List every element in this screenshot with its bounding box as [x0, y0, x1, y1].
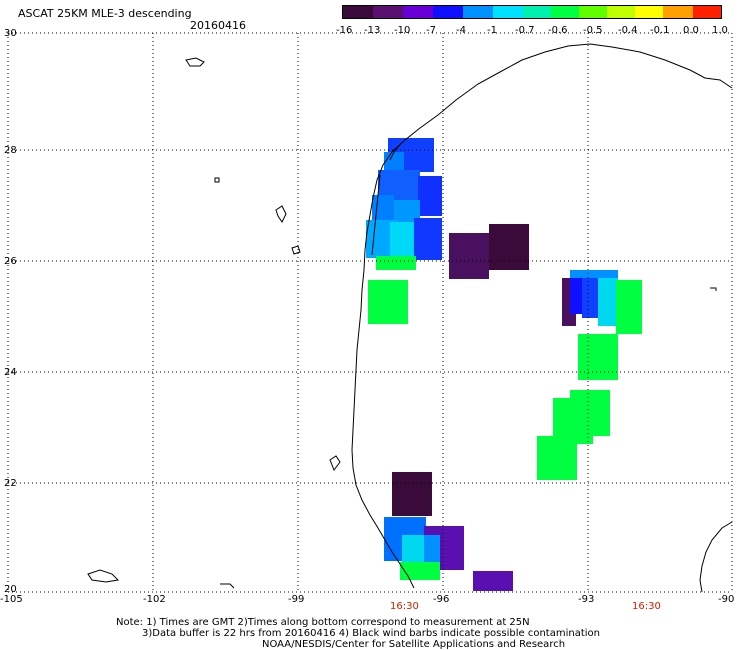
wind-cell	[616, 280, 642, 334]
colorbar-label: -0.4	[618, 25, 638, 36]
colorbar-swatch	[607, 6, 635, 18]
footer-credit: NOAA/NESDIS/Center for Satellite Applica…	[262, 639, 565, 650]
wind-swaths	[366, 138, 642, 591]
colorbar-swatch	[523, 6, 551, 18]
coast-detail	[710, 287, 717, 291]
wind-cell	[418, 176, 442, 216]
wind-cell	[578, 334, 618, 380]
footer-note: Note: 1) Times are GMT 2)Times along bot…	[116, 617, 530, 628]
swath-time: 16:30	[632, 601, 661, 612]
wind-cell	[449, 233, 489, 279]
lake	[214, 177, 220, 183]
wind-cell	[582, 278, 600, 318]
wind-cell	[390, 222, 416, 258]
colorbar-label: -0.1	[650, 25, 670, 36]
lon-label: -99	[288, 594, 304, 605]
lat-label: 22	[4, 478, 17, 489]
wind-cell	[384, 152, 404, 172]
lat-label: 30	[4, 28, 17, 39]
colorbar-swatch	[663, 6, 693, 18]
footer-note: 3)Data buffer is 22 hrs from 20160416 4)…	[142, 628, 600, 639]
lat-label: 24	[4, 367, 17, 378]
coastline	[87, 43, 733, 593]
colorbar-swatch	[551, 6, 579, 18]
wind-cell	[570, 270, 618, 278]
colorbar-swatch	[403, 6, 433, 18]
lat-label: 26	[4, 256, 17, 267]
colorbar-swatch	[433, 6, 463, 18]
wind-cell	[392, 472, 432, 516]
colorbar-label: -1	[487, 25, 497, 36]
figure-title: ASCAT 25KM MLE-3 descending	[18, 7, 192, 20]
swath-time: 16:30	[390, 601, 419, 612]
lake	[291, 245, 301, 255]
colorbar-label: -0.5	[583, 25, 603, 36]
graticule	[7, 32, 733, 593]
colorbar-label: 1.0	[712, 25, 728, 36]
colorbar-swatch	[579, 6, 607, 18]
colorbar-label: -0.6	[548, 25, 568, 36]
coast-detail	[220, 583, 235, 589]
wind-cell	[402, 535, 426, 563]
wind-cell	[394, 200, 420, 222]
colorbar-swatch	[493, 6, 523, 18]
barrier-island	[371, 174, 381, 256]
colorbar-label: -16	[336, 25, 352, 36]
colorbar-swatch	[373, 6, 403, 18]
lon-label: -96	[433, 594, 449, 605]
colorbar-label: -4	[456, 25, 466, 36]
colorbar-label: -10	[394, 25, 410, 36]
wind-cell	[473, 571, 513, 591]
lon-label: -90	[718, 594, 734, 605]
figure-date: 20160416	[190, 19, 246, 32]
wind-cell	[489, 224, 529, 270]
colorbar-label: -13	[364, 25, 380, 36]
wind-cell	[376, 256, 416, 270]
colorbar-label: 0.0	[683, 25, 699, 36]
colorbar-swatch	[343, 6, 373, 18]
wind-cell	[400, 562, 440, 580]
wind-cell	[368, 280, 408, 324]
lat-labels: 30 28 26 24 22 20	[4, 28, 17, 595]
colorbar: -16 -13 -10 -7 -4 -1 -0.7 -0.6 -0.5 -0.4…	[336, 5, 728, 36]
lat-label: 28	[4, 145, 17, 156]
colorbar-label: -7	[426, 25, 436, 36]
wind-cell	[414, 218, 442, 260]
wind-cell	[537, 436, 577, 480]
lon-label: -105	[0, 594, 23, 605]
colorbar-label: -0.7	[515, 25, 535, 36]
lon-label: -102	[143, 594, 166, 605]
colorbar-swatch	[635, 6, 663, 18]
lon-labels: -105 -102 -99 -96 -93 -90	[0, 594, 734, 605]
lake	[275, 205, 287, 223]
coast-detail	[389, 144, 401, 161]
colorbar-swatch	[463, 6, 493, 18]
lat-label: 20	[4, 584, 17, 595]
lake	[329, 455, 341, 472]
colorbar-swatch	[693, 6, 721, 18]
wind-cell	[570, 278, 582, 314]
lake	[87, 569, 120, 583]
yucatan-coast	[699, 521, 733, 593]
gulf-coast	[351, 43, 733, 589]
lake	[185, 57, 205, 67]
wind-cell	[598, 278, 618, 326]
lon-label: -93	[578, 594, 594, 605]
